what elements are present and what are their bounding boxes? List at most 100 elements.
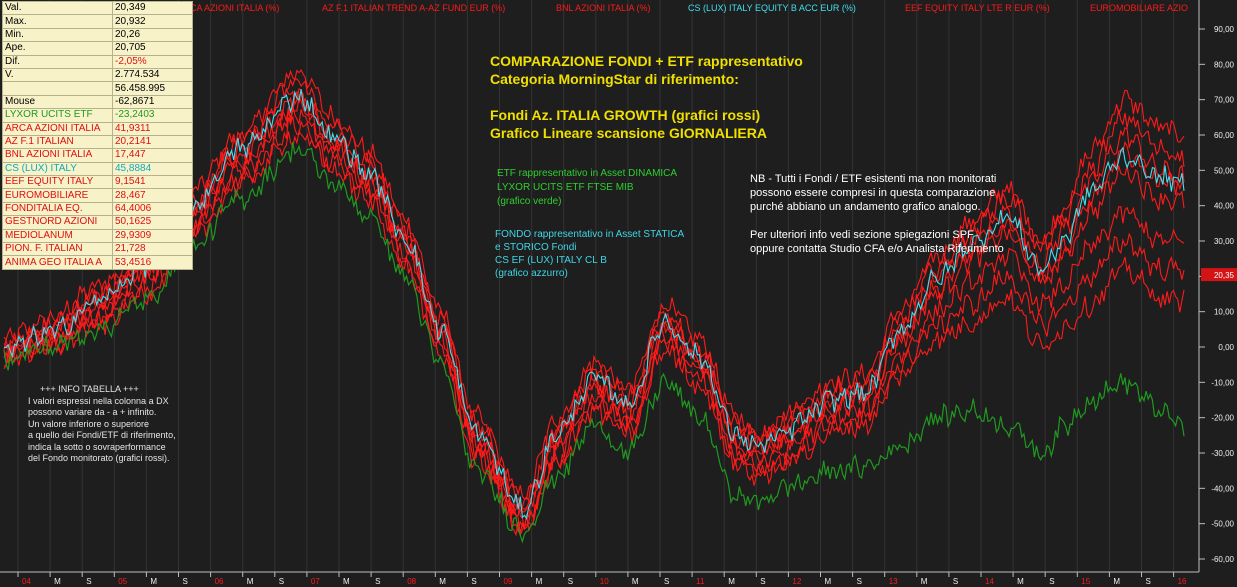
table-row: GESTNORD AZIONI 50,1625	[2, 215, 193, 230]
current-value-box	[1201, 268, 1237, 282]
table-cell-value: 64,4006	[112, 201, 193, 217]
table-row: Max. 20,932	[2, 14, 193, 29]
table-cell-label: MEDIOLANUM	[2, 228, 113, 244]
table-cell-value: 53,4516	[112, 255, 193, 270]
x-tick-label: M	[825, 577, 832, 586]
table-row: Min. 20,26	[2, 27, 193, 43]
series-line-red	[3, 130, 1185, 537]
x-tick-label: S	[279, 577, 284, 586]
x-tick-label: 10	[600, 577, 609, 586]
y-tick-label: 90,00	[1214, 25, 1235, 34]
table-row: Val. 20,349	[2, 0, 193, 16]
table-cell-label: BNL AZIONI ITALIA	[2, 148, 113, 163]
table-cell-value: 21,728	[112, 242, 193, 257]
nb-line: Per ulteriori info vedi sezione spiegazi…	[750, 229, 974, 241]
table-cell-value: 20,705	[112, 41, 193, 56]
x-tick-label: S	[86, 577, 91, 586]
info-table-annotation: +++ INFO TABELLA +++ I valori espressi n…	[28, 384, 176, 465]
info-line: a quello dei Fondi/ETF di riferimento,	[28, 430, 176, 440]
table-cell-value: 20,932	[112, 14, 193, 29]
table-cell-value: 56.458.995	[112, 81, 193, 96]
table-row: AZ F.1 ITALIAN 20,2141	[2, 134, 193, 150]
info-line: possono variare da - a + infinito.	[28, 407, 157, 417]
x-tick-label: M	[1113, 577, 1120, 586]
table-cell-label: Mouse	[2, 94, 113, 110]
x-tick-label: 04	[22, 577, 31, 586]
x-tick-label: S	[760, 577, 765, 586]
etf-line: (grafico verde)	[497, 196, 562, 207]
x-tick-label: 08	[407, 577, 416, 586]
x-tick-label: S	[568, 577, 573, 586]
series-line-red	[3, 116, 1185, 534]
legend-item: BNL AZIONI ITALIA (%)	[556, 3, 651, 13]
series-line-red	[3, 104, 1185, 537]
table-cell-label: CS (LUX) ITALY	[2, 161, 113, 177]
table-cell-value: 29,9309	[112, 228, 193, 244]
y-tick-label: 70,00	[1214, 96, 1235, 105]
x-tick-label: 09	[504, 577, 513, 586]
y-tick-label: 10,00	[1214, 308, 1235, 317]
info-line: I valori espressi nella colonna a DX	[28, 395, 169, 406]
info-line: Un valore inferiore o superiore	[28, 418, 150, 429]
chart-title-annotation: COMPARAZIONE FONDI + ETF rappresentativo…	[490, 52, 803, 142]
table-row: ARCA AZIONI ITALIA 41,9311	[2, 121, 193, 136]
x-tick-label: 11	[696, 577, 705, 586]
x-tick-label: S	[183, 577, 188, 586]
x-tick-label: M	[150, 577, 157, 586]
series-line-red	[3, 78, 1185, 513]
series-line-green	[3, 142, 1185, 544]
table-cell-value: -62,8671	[112, 94, 193, 110]
nb-annotation: NB - Tutti i Fondi / ETF esistenti ma no…	[750, 172, 1004, 256]
table-row: EUROMOBILIARE 28,467	[2, 188, 193, 203]
table-cell-value: 45,8884	[112, 161, 193, 177]
info-line: indica la sotto o sovraperformance	[28, 441, 166, 452]
y-tick-label: -30,00	[1211, 449, 1234, 458]
nb-line: NB - Tutti i Fondi / ETF esistenti ma no…	[750, 173, 997, 185]
fondo-line: FONDO rappresentativo in Asset STATICA	[495, 229, 685, 240]
x-tick-label: M	[439, 577, 446, 586]
fondo-line: (grafico azzurro)	[495, 268, 568, 279]
x-tick-label: S	[857, 577, 862, 586]
x-tick-label: M	[728, 577, 735, 586]
fondo-annotation: FONDO rappresentativo in Asset STATICA e…	[495, 228, 684, 280]
x-tick-label: 07	[311, 577, 320, 586]
table-row: 56.458.995	[2, 81, 193, 96]
x-tick-label: 13	[889, 577, 898, 586]
x-axis: 04 M S 05 M S 06 M S 07 M S 08 M S 09 M S 10 M S 11 M S 12 M S 13 M S…	[17, 572, 1187, 586]
nb-line: purché abbiano un andamento grafico anal…	[750, 201, 981, 213]
etf-annotation: ETF rappresentativo in Asset DINAMICA LY…	[497, 167, 677, 209]
x-tick-label: S	[1146, 577, 1151, 586]
table-cell-value: 20,2141	[112, 134, 193, 150]
table-cell-value: 28,467	[112, 188, 193, 203]
x-tick-label: M	[1017, 577, 1024, 586]
table-cell-label: ARCA AZIONI ITALIA	[2, 121, 113, 136]
x-tick-label: M	[632, 577, 639, 586]
table-cell-label: GESTNORD AZIONI	[2, 215, 113, 230]
x-tick-label: 16	[1178, 577, 1187, 586]
y-tick-label: 30,00	[1214, 237, 1235, 246]
legend-item: CS (LUX) ITALY EQUITY B ACC EUR (%)	[688, 3, 856, 13]
x-tick-label: 06	[215, 577, 224, 586]
y-tick-label: -40,00	[1211, 484, 1234, 493]
table-cell-label: V.	[2, 67, 113, 83]
y-tick-label: 80,00	[1214, 60, 1235, 69]
series-layer	[3, 68, 1185, 544]
table-cell-value: 9,1541	[112, 175, 193, 190]
x-tick-label: 12	[792, 577, 801, 586]
table-cell-label	[2, 81, 113, 96]
y-tick-label: 60,00	[1214, 131, 1235, 140]
x-tick-label: M	[343, 577, 350, 586]
y-tick-label: -50,00	[1211, 520, 1234, 529]
x-tick-label: M	[921, 577, 928, 586]
table-cell-label: LYXOR UCITS ETF	[2, 108, 113, 123]
table-cell-label: Max.	[2, 14, 113, 29]
table-cell-label: FONDITALIA EQ.	[2, 201, 113, 217]
current-value-tag: 20,35	[1201, 268, 1237, 282]
fondo-line: CS EF (LUX) ITALY CL B	[495, 255, 607, 266]
table-row: Dif. -2,05%	[2, 54, 193, 69]
table-row: CS (LUX) ITALY 45,8884	[2, 161, 193, 177]
data-table: Val. 20,349 Max. 20,932 Min. 20,26 Ape. 20,705 D…	[2, 0, 193, 270]
table-cell-label: Dif.	[2, 54, 113, 69]
y-tick-label: -10,00	[1211, 378, 1234, 387]
table-cell-label: Val.	[2, 0, 113, 16]
